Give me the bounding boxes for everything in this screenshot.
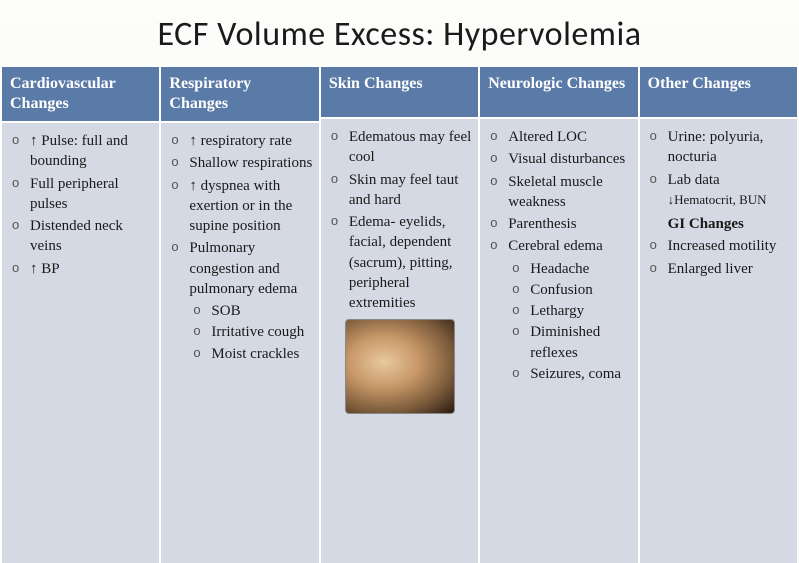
item-list: Edematous may feel coolSkin may feel tau…	[327, 127, 472, 313]
column-header: Respiratory Changes	[161, 67, 318, 123]
list-item: Urine: polyuria, nocturia	[646, 127, 791, 168]
list-item: Distended neck veins	[8, 216, 153, 257]
list-item: Visual disturbances	[486, 149, 631, 169]
table-column: Other Changes Urine: polyuria, nocturiaLa…	[638, 67, 799, 563]
column-body: ↑ Pulse: full and boundingFull periphera…	[2, 123, 159, 563]
list-item: Altered LOC	[486, 127, 631, 147]
list-item: Full peripheral pulses	[8, 174, 153, 215]
list-item: Skeletal muscle weakness	[486, 172, 631, 213]
list-item: Parenthesis	[486, 214, 631, 234]
item-list: Urine: polyuria, nocturiaLab data ↓Hemat…	[646, 127, 791, 210]
item-list: Altered LOCVisual disturbances Skeletal m…	[486, 127, 631, 384]
column-body: Edematous may feel coolSkin may feel tau…	[321, 119, 478, 563]
sub-list-item: Confusion	[508, 280, 631, 300]
list-item: Skin may feel taut and hard	[327, 170, 472, 211]
list-item: Cerebral edemaHeadacheConfusionLethargyD…	[486, 236, 631, 384]
item-list: ↑ respiratory rateShallow respirations ↑ …	[167, 131, 312, 364]
column-header: Cardiovascular Changes	[2, 67, 159, 123]
sub-list-item: Lethargy	[508, 301, 631, 321]
column-body: Urine: polyuria, nocturiaLab data ↓Hemat…	[640, 119, 797, 563]
list-item: Lab data ↓Hematocrit, BUN	[646, 170, 791, 211]
sub-list-item: Irritative cough	[189, 322, 312, 342]
table-column: Respiratory Changes ↑ respiratory rateSha…	[159, 67, 318, 563]
sub-list-item: Diminished reflexes	[508, 322, 631, 363]
sub-list-item: SOB	[189, 301, 312, 321]
column-body: ↑ respiratory rateShallow respirations ↑ …	[161, 123, 318, 563]
list-item: ↑ Pulse: full and bounding	[8, 131, 153, 172]
sub-list-item: Headache	[508, 259, 631, 279]
list-item: Pulmonary congestion and pulmonary edema…	[167, 238, 312, 364]
list-item: ↑ dyspnea with exertion or in the supine…	[167, 176, 312, 237]
changes-table: Cardiovascular Changes ↑ Pulse: full and …	[0, 65, 799, 563]
item-list: ↑ Pulse: full and boundingFull periphera…	[8, 131, 153, 279]
table-column: Cardiovascular Changes ↑ Pulse: full and …	[0, 67, 159, 563]
table-column: Skin Changes Edematous may feel coolSkin …	[319, 67, 478, 563]
column-header: Skin Changes	[321, 67, 478, 119]
list-item: Edematous may feel cool	[327, 127, 472, 168]
edema-photo	[345, 319, 455, 414]
list-item: Enlarged liver	[646, 259, 791, 279]
slide-title: ECF Volume Excess: Hypervolemia	[0, 0, 799, 65]
sub-list-item: Moist crackles	[189, 344, 312, 364]
list-item: ↑ respiratory rate	[167, 131, 312, 151]
list-item: Increased motility	[646, 236, 791, 256]
sub-list: HeadacheConfusionLethargyDiminished refl…	[508, 259, 631, 385]
list-item: ↑ BP	[8, 259, 153, 279]
column-header: Neurologic Changes	[480, 67, 637, 119]
table-column: Neurologic Changes Altered LOCVisual dist…	[478, 67, 637, 563]
item-list: Increased motility Enlarged liver	[646, 236, 791, 279]
sub-list: SOBIrritative coughMoist crackles	[189, 301, 312, 364]
column-body: Altered LOCVisual disturbances Skeletal m…	[480, 119, 637, 563]
list-item: Edema- eyelids, facial, dependent (sacru…	[327, 212, 472, 313]
list-item: Shallow respirations	[167, 153, 312, 173]
column-header: Other Changes	[640, 67, 797, 119]
small-text: ↓Hematocrit, BUN	[668, 192, 767, 207]
sub-list-item: Seizures, coma	[508, 364, 631, 384]
sub-heading: GI Changes	[646, 214, 791, 234]
